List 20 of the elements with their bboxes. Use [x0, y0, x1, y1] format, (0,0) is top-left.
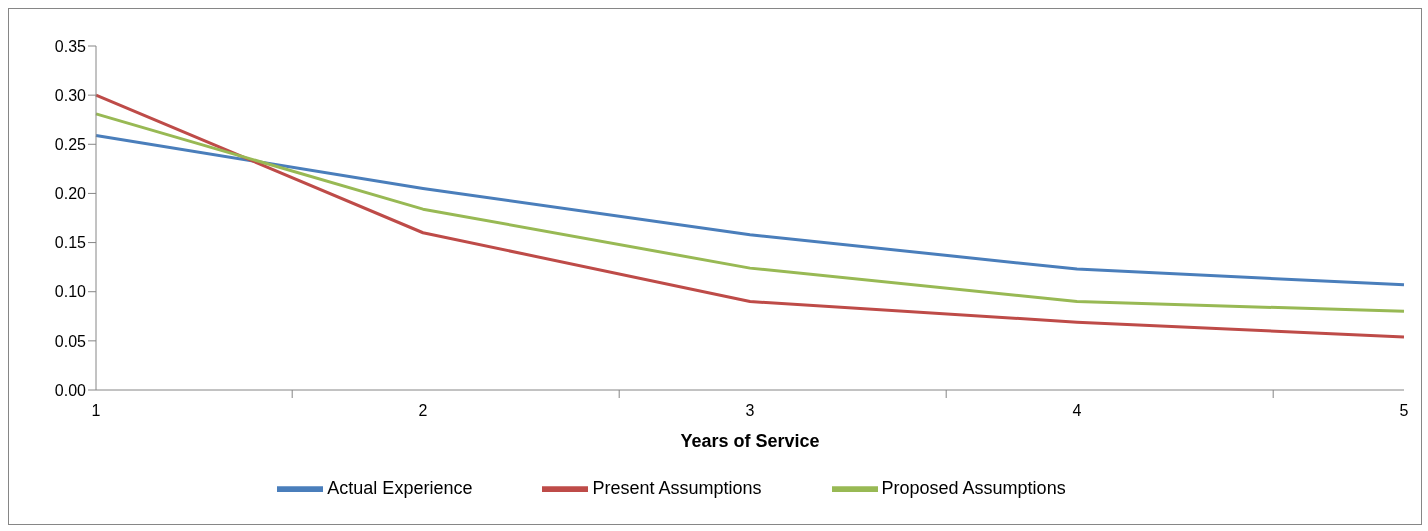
- y-tick-label: 0.05: [54, 332, 87, 350]
- x-tick-label: 2: [418, 402, 428, 419]
- y-tick-label: 0.00: [54, 381, 87, 399]
- y-tick-label: 0.20: [54, 185, 87, 203]
- x-tick-label: 1: [91, 402, 101, 419]
- x-tick-label: 5: [1399, 402, 1409, 419]
- legend-label: Present Assumptions: [592, 477, 762, 498]
- legend-label: Actual Experience: [327, 477, 473, 498]
- x-axis-title: Years of Service: [680, 430, 820, 451]
- legend-label: Proposed Assumptions: [881, 477, 1066, 498]
- y-tick-label: 0.10: [54, 283, 87, 301]
- x-tick-label: 3: [745, 402, 755, 419]
- y-tick-label: 0.25: [54, 135, 87, 153]
- x-tick-label: 4: [1072, 402, 1082, 419]
- line-series: [94, 112, 1406, 313]
- y-tick-label: 0.35: [54, 37, 87, 55]
- line-series: [94, 93, 1406, 339]
- line-series: [94, 133, 1406, 287]
- y-tick-label: 0.15: [54, 234, 87, 252]
- y-tick-label: 0.30: [54, 86, 87, 104]
